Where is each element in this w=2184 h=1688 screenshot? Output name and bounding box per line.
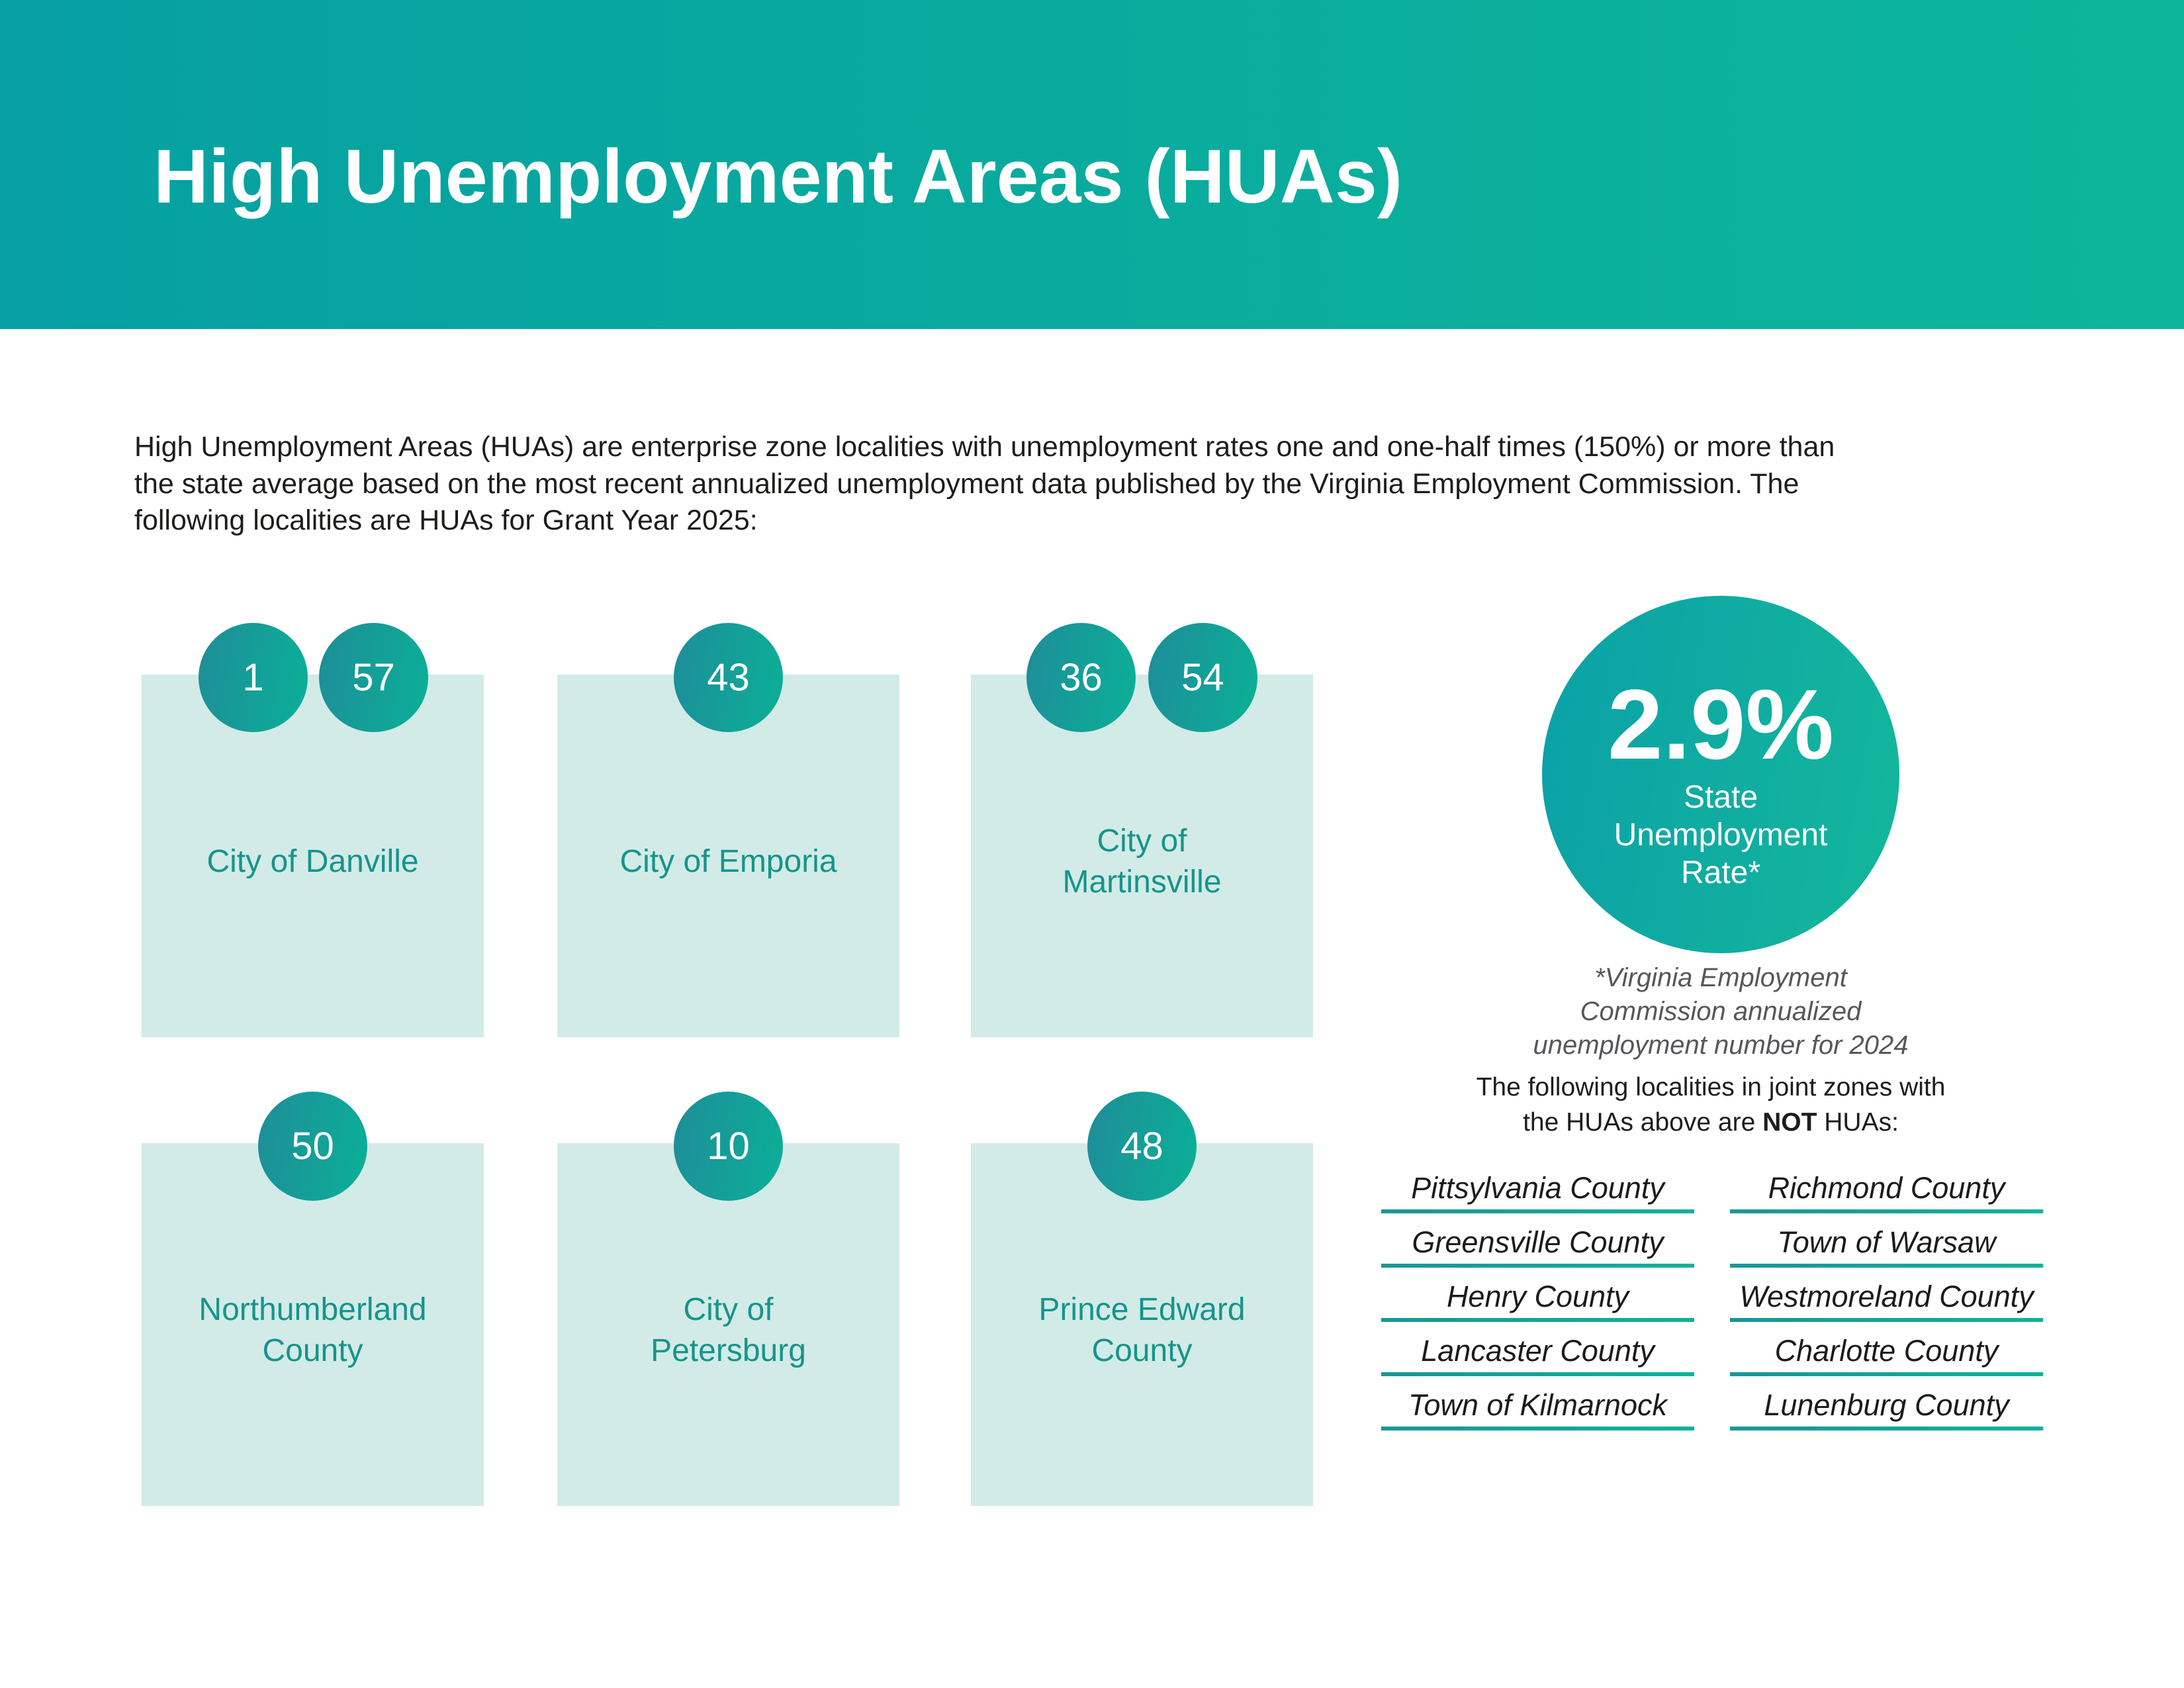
list-item-text: Town of Warsaw [1777, 1225, 1996, 1259]
list-item: Lancaster County [1381, 1322, 1694, 1376]
hua-card-label: City of Emporia [619, 844, 837, 879]
list-item: Westmoreland County [1730, 1268, 2043, 1322]
hua-card-martinsville: 36 54 City of Martinsville [971, 623, 1313, 1037]
hua-card-danville: 1 57 City of Danville [142, 623, 484, 1037]
list-item-underline [1381, 1264, 1694, 1268]
zone-number-badge: 48 [1087, 1092, 1197, 1201]
list-item-text: Richmond County [1768, 1171, 2005, 1205]
list-item-text: Pittsylvania County [1411, 1171, 1664, 1205]
zone-number-badge: 43 [674, 623, 783, 732]
joint-zone-note-not: NOT [1762, 1108, 1817, 1137]
state-unemployment-value: 2.9% [1608, 669, 1834, 780]
list-item-underline [1730, 1318, 2043, 1322]
list-item-underline [1730, 1209, 2043, 1213]
list-item-underline [1381, 1209, 1694, 1213]
list-item: Town of Kilmarnock [1381, 1376, 1694, 1430]
joint-zone-note: The following localities in joint zones … [1413, 1070, 2009, 1140]
list-item-underline [1381, 1427, 1694, 1430]
list-item-underline [1381, 1318, 1694, 1322]
joint-zone-note-line2-pre: the HUAs above are [1523, 1108, 1763, 1137]
list-item: Richmond County [1730, 1159, 2043, 1213]
list-item-text: Charlotte County [1774, 1334, 1999, 1368]
zone-number-badge: 36 [1026, 623, 1136, 732]
joint-zone-note-line1: The following localities in joint zones … [1476, 1073, 1946, 1102]
list-item: Lunenburg County [1730, 1376, 2043, 1430]
list-item-text: Lancaster County [1421, 1334, 1655, 1368]
list-item: Pittsylvania County [1381, 1159, 1694, 1213]
list-item: Charlotte County [1730, 1322, 2043, 1376]
not-hua-list-left: Pittsylvania County Greensville County H… [1381, 1159, 1694, 1430]
hua-card-label: City of Martinsville [1062, 823, 1222, 900]
state-unemployment-label: State Unemployment Rate* [1614, 780, 1828, 890]
list-item-underline [1730, 1264, 2043, 1268]
page-title: High Unemployment Areas (HUAs) [154, 134, 1403, 219]
list-item-underline [1730, 1427, 2043, 1430]
joint-zone-note-line2-post: HUAs: [1817, 1108, 1899, 1137]
list-item-underline [1730, 1372, 2043, 1376]
hua-card-label: City of Petersburg [651, 1292, 806, 1368]
zone-number-badge: 10 [674, 1092, 783, 1201]
hua-card-label: City of Danville [206, 844, 419, 879]
hua-card-emporia: 43 City of Emporia [557, 623, 899, 1037]
list-item-text: Lunenburg County [1764, 1388, 2009, 1422]
not-hua-list-right: Richmond County Town of Warsaw Westmorel… [1730, 1159, 2043, 1430]
list-item-text: Town of Kilmarnock [1408, 1388, 1667, 1422]
hua-card-northumberland: 50 Northumberland County [142, 1092, 484, 1506]
list-item-text: Greensville County [1412, 1225, 1664, 1259]
hua-card-petersburg: 10 City of Petersburg [557, 1092, 899, 1506]
state-unemployment-circle: 2.9% State Unemployment Rate* [1542, 596, 1899, 953]
list-item-underline [1381, 1372, 1694, 1376]
hua-card-prince-edward: 48 Prince Edward County [971, 1092, 1313, 1506]
intro-paragraph: High Unemployment Areas (HUAs) are enter… [134, 431, 1835, 536]
hua-card-label: Prince Edward County [1038, 1292, 1246, 1368]
list-item: Greensville County [1381, 1213, 1694, 1268]
zone-number-badge: 54 [1148, 623, 1257, 732]
hua-card-label: Northumberland County [199, 1292, 427, 1368]
stat-footnote: *Virginia Employment Commission annualiz… [1533, 963, 1909, 1060]
header-banner: High Unemployment Areas (HUAs) [0, 0, 2184, 329]
list-item: Henry County [1381, 1268, 1694, 1322]
zone-number-badge: 1 [199, 623, 308, 732]
zone-number-badge: 57 [319, 623, 428, 732]
zone-number-badge: 50 [258, 1092, 367, 1201]
list-item-text: Henry County [1446, 1280, 1629, 1313]
list-item-text: Westmoreland County [1739, 1280, 2034, 1313]
list-item: Town of Warsaw [1730, 1213, 2043, 1268]
